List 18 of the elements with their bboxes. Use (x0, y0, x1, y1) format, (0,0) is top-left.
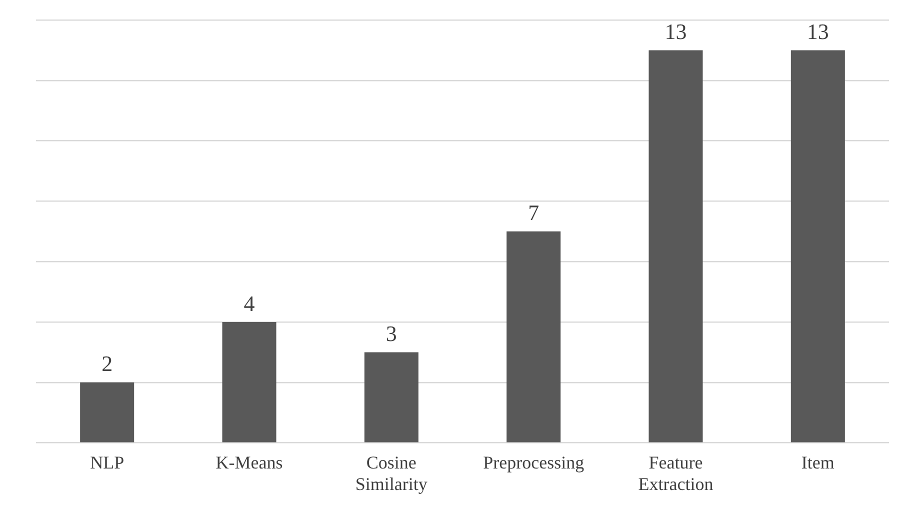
x-tick-label: NLP (90, 452, 124, 472)
bar (80, 382, 134, 442)
bar (222, 322, 276, 442)
data-label: 13 (806, 18, 829, 44)
x-tick-label: K-Means (216, 452, 283, 472)
data-label: 3 (386, 320, 397, 346)
x-tick-label: Item (801, 452, 834, 472)
data-label: 7 (528, 200, 540, 226)
data-label: 4 (244, 290, 255, 316)
x-tick-label: Feature Extraction (638, 452, 714, 494)
x-tick-label: Cosine Similarity (355, 452, 428, 494)
bar (506, 231, 561, 442)
x-tick-label: Preprocessing (483, 452, 584, 472)
data-label: 13 (664, 18, 687, 44)
bar (364, 352, 418, 442)
bar (790, 50, 845, 442)
data-label: 2 (102, 351, 113, 376)
bar (648, 50, 703, 442)
